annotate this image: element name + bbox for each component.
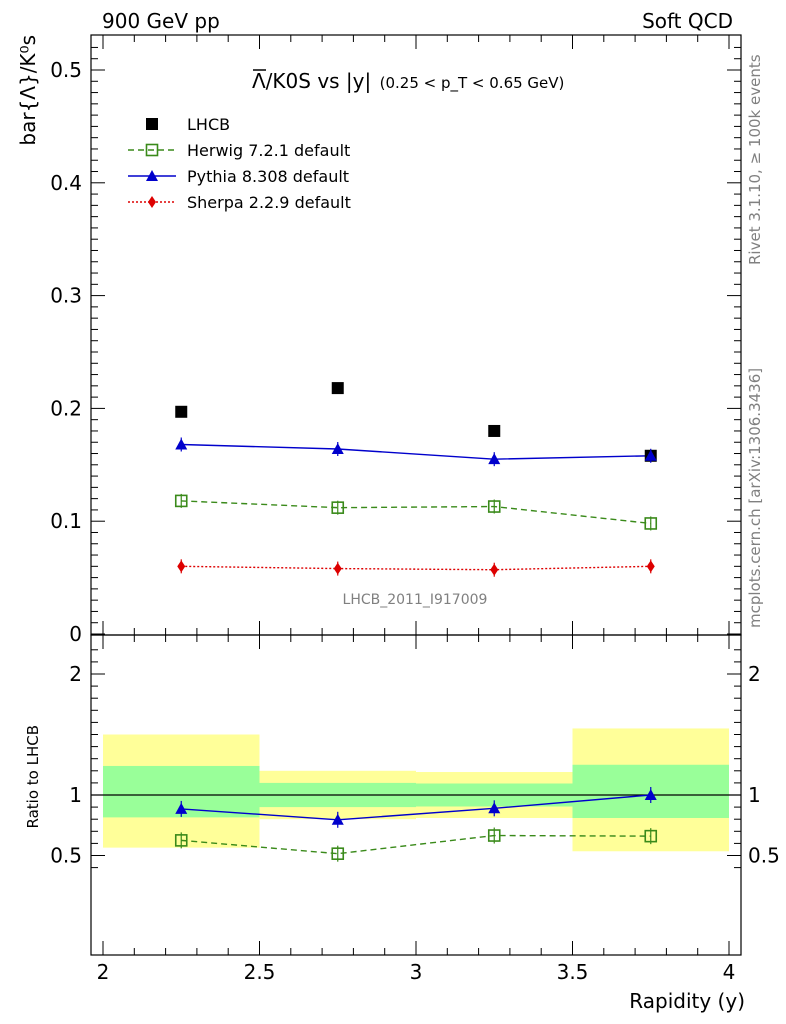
ratio-y-tick-label: 0.5 bbox=[50, 844, 82, 868]
y-axis-label: bar{Λ}/K⁰s bbox=[16, 35, 40, 146]
legend-label-2: Pythia 8.308 default bbox=[187, 167, 349, 186]
series-lines bbox=[181, 443, 651, 855]
legend-marker-1 bbox=[145, 143, 159, 157]
axis-ticks bbox=[91, 35, 741, 955]
ratio-point-2-3 bbox=[644, 789, 657, 800]
header-right: Soft QCD bbox=[642, 9, 733, 33]
point-3-3 bbox=[646, 560, 655, 573]
ratio-point-1-3 bbox=[644, 829, 658, 843]
chart-title: Λ/K0S vs |y| (0.25 < p_T < 0.65 GeV) bbox=[252, 69, 564, 93]
y-tick-label: 0.3 bbox=[50, 284, 82, 308]
point-2-2 bbox=[488, 453, 501, 465]
legend-label-3: Sherpa 2.2.9 default bbox=[187, 193, 351, 212]
mcplots-label: mcplots.cern.ch [arXiv:1306.3436] bbox=[746, 368, 764, 628]
title-main: Λ/K0S vs |y| bbox=[252, 69, 371, 93]
point-2-3 bbox=[644, 449, 657, 461]
y-tick-label: 0.5 bbox=[50, 58, 82, 82]
point-2-0 bbox=[175, 438, 188, 450]
y-tick-label: 0.2 bbox=[50, 396, 82, 420]
x-tick-label: 4 bbox=[723, 960, 736, 984]
line-2 bbox=[181, 443, 651, 460]
line-1 bbox=[181, 500, 651, 525]
ratio-y-tick-label: 2 bbox=[69, 662, 82, 686]
title-cut: (0.25 < p_T < 0.65 GeV) bbox=[380, 74, 565, 93]
rivet-label: Rivet 3.1.10, ≥ 100k events bbox=[746, 54, 764, 265]
ratio-line-1 bbox=[181, 834, 651, 855]
point-1-0 bbox=[174, 494, 188, 508]
ratio-y-tick-label-right: 1 bbox=[748, 783, 761, 807]
point-2-1 bbox=[331, 443, 344, 455]
point-0-0 bbox=[175, 405, 188, 418]
point-0-2 bbox=[488, 424, 501, 437]
ratio-y-tick-label-right: 2 bbox=[748, 662, 761, 686]
point-3-2 bbox=[490, 563, 499, 576]
ratio-y-tick-label: 1 bbox=[69, 783, 82, 807]
ratio-point-2-0 bbox=[175, 802, 188, 814]
y-tick-label: 0 bbox=[69, 622, 82, 646]
x-axis-label: Rapidity (y) bbox=[629, 989, 745, 1013]
point-1-2 bbox=[487, 500, 501, 513]
series-markers bbox=[145, 118, 658, 862]
point-1-1 bbox=[331, 501, 345, 514]
x-tick-label: 3 bbox=[410, 960, 423, 984]
x-tick-label: 3.5 bbox=[557, 960, 589, 984]
legend: LHCB Herwig 7.2.1 default Pythia 8.308 def… bbox=[128, 115, 351, 212]
ratio-point-2-2 bbox=[488, 802, 501, 814]
header-left: 900 GeV pp bbox=[102, 9, 220, 33]
y-tick-label: 0.4 bbox=[50, 171, 82, 195]
legend-marker-0 bbox=[146, 118, 158, 130]
line-3 bbox=[181, 565, 651, 571]
ratio-y-axis-label: Ratio to LHCB bbox=[24, 725, 42, 829]
ratio-bands bbox=[103, 728, 729, 852]
analysis-watermark: LHCB_2011_I917009 bbox=[343, 592, 488, 608]
x-tick-label: 2 bbox=[97, 960, 110, 984]
point-3-0 bbox=[177, 560, 186, 573]
tick-labels: 2 2.5 3 3.5 4 0 0.1 0.2 0.3 0.4 0.5 0.5 0.5 1 1 2 2 bbox=[50, 58, 780, 984]
x-tick-label: 2.5 bbox=[244, 960, 276, 984]
legend-label-0: LHCB bbox=[187, 115, 230, 134]
ratio-y-tick-label-right: 0.5 bbox=[748, 844, 780, 868]
ratio-point-1-0 bbox=[174, 834, 188, 847]
y-tick-label: 0.1 bbox=[50, 509, 82, 533]
ratio-line-2 bbox=[181, 794, 651, 821]
ratio-point-1-1 bbox=[331, 847, 345, 860]
point-3-1 bbox=[333, 562, 342, 575]
legend-label-1: Herwig 7.2.1 default bbox=[187, 141, 350, 160]
point-1-3 bbox=[644, 517, 658, 530]
ratio-point-2-1 bbox=[331, 813, 344, 825]
point-0-1 bbox=[331, 382, 344, 395]
ratio-point-1-2 bbox=[487, 829, 501, 842]
